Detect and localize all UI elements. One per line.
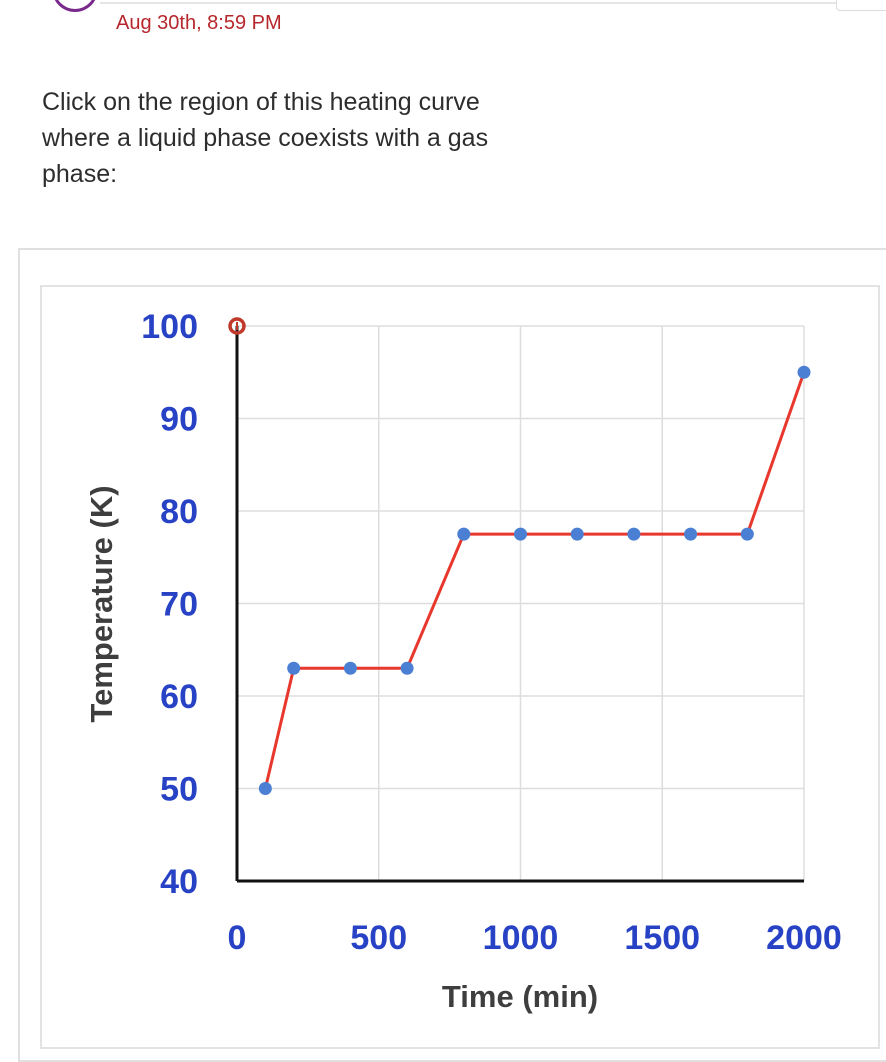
chart-frame: [40, 285, 880, 1049]
selection-ring[interactable]: [228, 317, 246, 335]
x-tick-label: 2000: [766, 919, 842, 957]
x-tick-label: 1000: [483, 919, 559, 957]
heating-curve-series[interactable]: [258, 365, 811, 795]
panel-corner: [836, 0, 886, 11]
x-axis-title: Time (min): [442, 979, 598, 1014]
y-tick-label: 100: [141, 308, 198, 346]
data-point[interactable]: [457, 527, 471, 541]
series-line[interactable]: [263, 371, 806, 789]
chart-axes: [235, 326, 804, 883]
y-tick-label: 50: [160, 771, 198, 809]
data-point[interactable]: [684, 527, 698, 541]
y-tick-label: 40: [160, 863, 198, 901]
data-point[interactable]: [258, 782, 272, 795]
data-point[interactable]: [627, 527, 641, 541]
y-tick-label: 70: [160, 586, 198, 624]
data-point[interactable]: [570, 527, 584, 541]
x-tick-label: 1500: [624, 919, 700, 957]
selection-marker[interactable]: [228, 317, 246, 335]
x-tick-labels: 0 500 1000 1500 2000: [228, 919, 842, 957]
heating-curve-chart[interactable]: 100 90 80 70 60 50 40 0 500 1000 1500 2000 Tempera…: [0, 0, 886, 1040]
data-point[interactable]: [740, 527, 754, 541]
data-point[interactable]: [287, 661, 301, 675]
question-prompt: Click on the region of this heating curv…: [42, 88, 489, 188]
data-point[interactable]: [514, 527, 527, 541]
chart-grid: [236, 325, 805, 882]
y-tick-label: 80: [160, 493, 198, 531]
data-point[interactable]: [797, 365, 811, 379]
y-axis-title: Temperature (K): [84, 485, 119, 722]
header-divider: [100, 2, 836, 4]
x-tick-label: 500: [350, 919, 407, 957]
post-timestamp: Aug 30th, 8:59 PM: [116, 12, 282, 34]
y-tick-label: 60: [160, 678, 198, 716]
y-tick-labels: 100 90 80 70 60 50 40: [141, 308, 198, 901]
data-point[interactable]: [343, 661, 357, 675]
data-point[interactable]: [400, 661, 414, 675]
x-tick-label: 0: [228, 919, 247, 957]
y-tick-label: 90: [160, 401, 198, 439]
